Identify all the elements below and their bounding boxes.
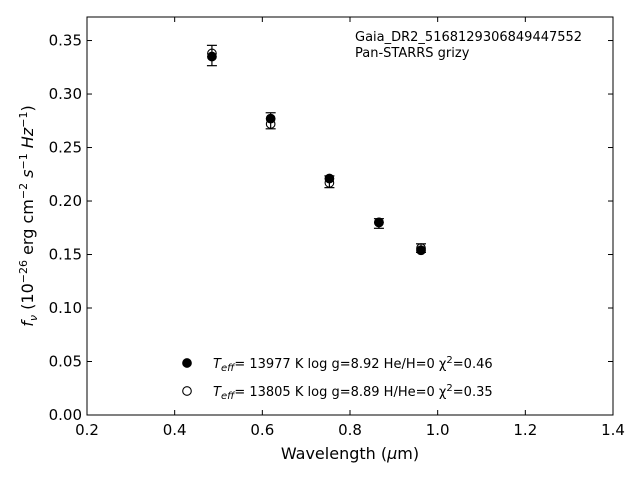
y-tick-label: 0.20: [49, 192, 82, 210]
y-tick-label: 0.35: [49, 32, 82, 50]
x-tick-label: 1.0: [426, 421, 450, 439]
x-tick-label: 0.4: [163, 421, 187, 439]
x-tick-label: 0.6: [250, 421, 274, 439]
ylabel-sup: −2: [17, 183, 30, 199]
ylabel-f: f: [18, 319, 37, 327]
legend-sup: 2: [446, 383, 452, 394]
ylabel-sup: −1: [17, 112, 30, 128]
y-axis-label: fν (10−26 erg cm−2 s−1 Hz−1): [17, 105, 40, 326]
error-bars: [206, 44, 427, 253]
ylabel-text: erg cm: [18, 199, 37, 260]
legend-text: =0.35: [453, 385, 493, 400]
ylabel-text: (10: [18, 283, 37, 315]
legend-t: T: [213, 385, 222, 400]
x-tick-label: 1.2: [513, 421, 537, 439]
legend-text: = 13977 K log g=8.92 He/H=0 χ: [234, 357, 447, 372]
axis-ticks: 0.2 0.4 0.6 0.8 1.0 1.2 1.4 0.00 0.05 0.10 0.15 0.2…: [49, 17, 625, 439]
model-point-open: [324, 177, 335, 188]
y-tick-label: 0.30: [49, 85, 82, 103]
y-tick-label: 0.10: [49, 299, 82, 317]
model-point-filled: [207, 51, 217, 62]
legend: Teff= 13977 K log g=8.92 He/H=0 χ2=0.46T…: [182, 355, 493, 402]
legend-text: = 13805 K log g=8.89 H/He=0 χ: [234, 385, 447, 400]
legend-entry: Teff= 13805 K log g=8.89 H/He=0 χ2=0.35: [213, 383, 493, 402]
model-point-open: [416, 243, 426, 253]
x-tick-label: 0.2: [75, 421, 99, 439]
x-tick-label: 0.8: [338, 421, 362, 439]
legend-marker-filled: [182, 358, 192, 368]
x-axis-label-unit: μ: [386, 444, 397, 463]
model-point-filled: [265, 113, 276, 124]
legend-text: =0.46: [453, 357, 493, 372]
legend-sup: 2: [446, 355, 452, 366]
legend-sub: eff: [221, 363, 236, 374]
ylabel-text: s: [18, 170, 37, 183]
legend-entry: Teff= 13977 K log g=8.92 He/H=0 χ2=0.46: [213, 355, 493, 374]
annotation-object-id: Gaia_DR2_5168129306849447552: [355, 30, 582, 45]
data-points: [207, 48, 426, 256]
y-tick-label: 0.05: [49, 353, 82, 371]
x-axis-label: Wavelength (μm): [281, 444, 419, 463]
legend-marker-open: [182, 386, 192, 396]
annotation-survey: Pan-STARRS grizy: [355, 46, 470, 61]
plot-frame: [86, 16, 614, 416]
legend-t: T: [213, 357, 222, 372]
ylabel-nu: ν: [27, 315, 40, 321]
model-point-open: [265, 119, 276, 129]
model-point-open: [207, 48, 217, 59]
y-tick-label: 0.25: [49, 139, 82, 157]
x-tick-label: 1.4: [601, 421, 625, 439]
ylabel-text: ): [18, 105, 37, 111]
ylabel-sup: −1: [17, 153, 30, 169]
x-axis-label-post: m): [397, 444, 419, 463]
model-point-open: [374, 217, 384, 228]
legend-sub: eff: [221, 391, 236, 402]
y-tick-label: 0.00: [49, 406, 82, 424]
x-axis-label-pre: Wavelength (: [281, 444, 387, 463]
ylabel-text: Hz: [18, 127, 37, 153]
model-point-filled: [416, 245, 426, 256]
ylabel-sup: −26: [17, 260, 30, 283]
y-tick-label: 0.15: [49, 246, 82, 264]
